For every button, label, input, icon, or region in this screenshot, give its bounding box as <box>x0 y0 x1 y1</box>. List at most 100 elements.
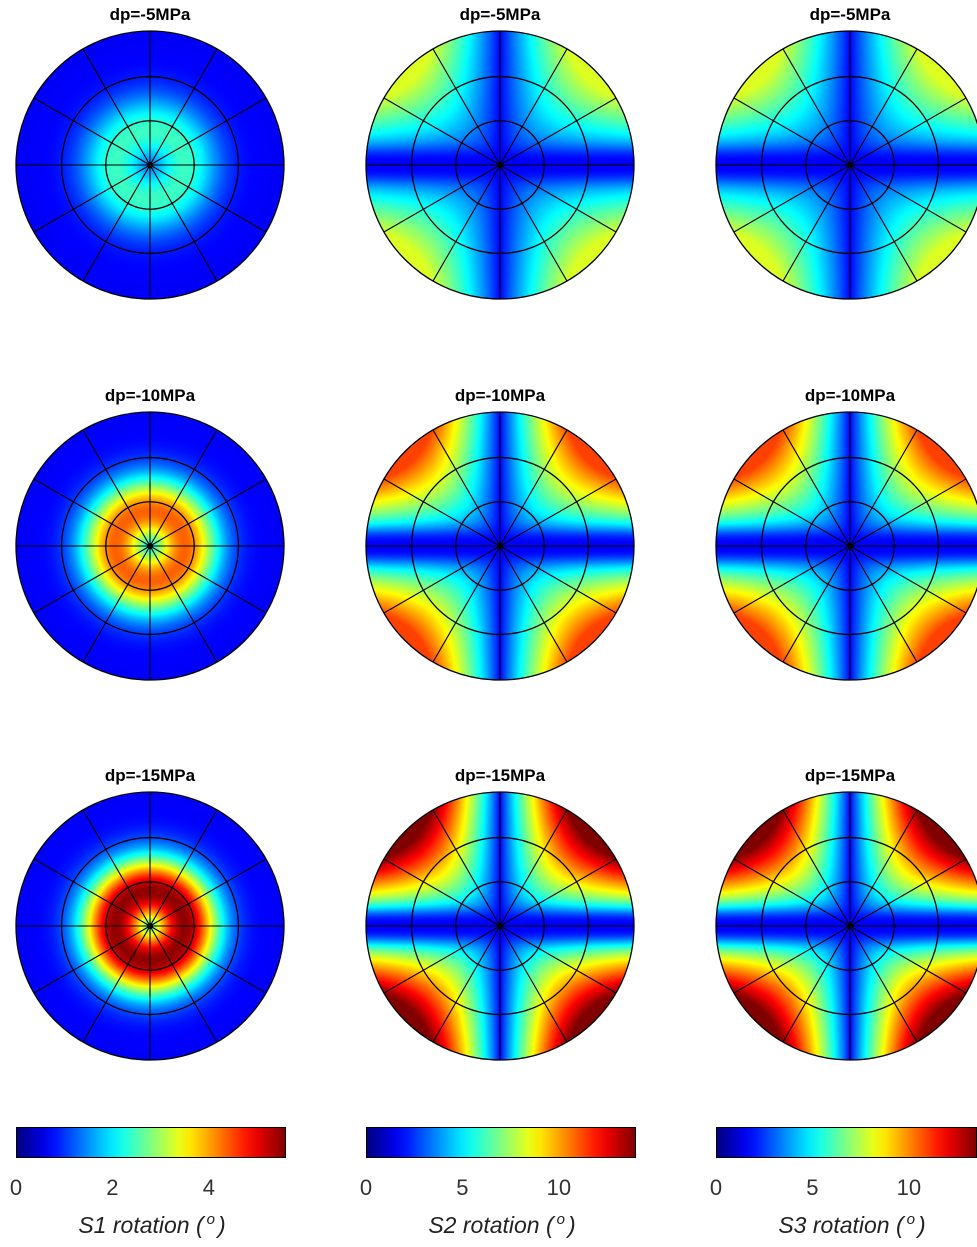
polar-grid <box>15 791 285 1061</box>
colorbar-label-text: S2 rotation ( <box>428 1212 554 1238</box>
center-point <box>847 543 853 549</box>
grid-spoke <box>499 858 617 927</box>
grid-spoke <box>33 478 151 547</box>
grid-spoke <box>499 164 568 282</box>
grid-spoke <box>849 478 967 547</box>
grid-spoke <box>33 97 151 166</box>
grid-spoke <box>849 545 967 614</box>
grid-spoke <box>733 97 851 166</box>
polar-grid <box>365 30 635 300</box>
grid-spoke <box>432 429 501 547</box>
colorbar-label-end: ) <box>217 1212 226 1238</box>
colorbar-label-text: S1 rotation ( <box>78 1212 204 1238</box>
grid-spoke <box>149 164 218 282</box>
grid-spoke <box>82 809 151 927</box>
polar-grid <box>15 411 285 681</box>
grid-spoke <box>432 164 501 282</box>
panel-title: dp=-10MPa <box>454 386 546 405</box>
grid-spoke <box>499 429 568 547</box>
grid-spoke <box>849 925 918 1043</box>
grid-spoke <box>149 545 218 663</box>
grid-spoke <box>149 164 267 233</box>
colorbar <box>716 1127 977 1158</box>
grid-spoke <box>33 925 151 994</box>
grid-spoke <box>499 97 617 166</box>
colorbar-tick-label: 4 <box>202 1175 215 1200</box>
grid-spoke <box>149 925 267 994</box>
center-point <box>147 543 153 549</box>
grid-spoke <box>849 545 918 663</box>
colorbar-label: S2 rotation (o) <box>428 1211 576 1239</box>
grid-spoke <box>733 858 851 927</box>
grid-spoke <box>849 164 967 233</box>
grid-spoke <box>149 429 218 547</box>
grid-spoke <box>383 858 501 927</box>
colorbar-tick-label: 5 <box>456 1175 469 1200</box>
center-point <box>147 923 153 929</box>
panel-title: dp=-15MPa <box>104 766 196 785</box>
grid-spoke <box>733 478 851 547</box>
grid-spoke <box>733 925 851 994</box>
grid-spoke <box>82 429 151 547</box>
grid-spoke <box>383 97 501 166</box>
grid-spoke <box>82 164 151 282</box>
colorbar-label-end: ) <box>567 1212 576 1238</box>
grid-spoke <box>149 925 218 1043</box>
center-point <box>497 923 503 929</box>
panel-title: dp=-5MPa <box>809 5 891 24</box>
colorbar-tick-label: 0 <box>709 1175 723 1200</box>
polar-grid <box>715 30 977 300</box>
panel-title: dp=-15MPa <box>804 766 896 785</box>
grid-spoke <box>849 97 967 166</box>
grid-spoke <box>149 858 267 927</box>
colorbar <box>366 1127 636 1158</box>
grid-spoke <box>383 478 501 547</box>
grid-spoke <box>849 925 967 994</box>
grid-spoke <box>432 545 501 663</box>
grid-spoke <box>383 545 501 614</box>
grid-spoke <box>849 48 918 166</box>
grid-spoke <box>82 545 151 663</box>
panel-title: dp=-5MPa <box>109 5 191 24</box>
grid-spoke <box>499 48 568 166</box>
grid-spoke <box>782 809 851 927</box>
polar-grid <box>715 411 977 681</box>
grid-spoke <box>149 809 218 927</box>
grid-spoke <box>499 925 617 994</box>
grid-spoke <box>849 858 967 927</box>
colorbar-label: S1 rotation (o) <box>78 1211 226 1239</box>
grid-spoke <box>149 545 267 614</box>
colorbar <box>16 1127 286 1158</box>
grid-spoke <box>782 545 851 663</box>
center-point <box>847 923 853 929</box>
grid-spoke <box>782 164 851 282</box>
colorbar-tick-label: 10 <box>546 1175 572 1200</box>
colorbar-label: S3 rotation (o) <box>778 1211 925 1239</box>
colorbar-tick-label: 5 <box>806 1175 819 1200</box>
grid-spoke <box>733 164 851 233</box>
grid-spoke <box>33 858 151 927</box>
polar-grid <box>365 791 635 1061</box>
grid-spoke <box>499 545 617 614</box>
panel-title: dp=-5MPa <box>459 5 541 24</box>
colorbar-tick-label: 10 <box>896 1175 922 1200</box>
grid-spoke <box>849 429 918 547</box>
center-point <box>147 162 153 168</box>
colorbar-label-text: S3 rotation ( <box>778 1212 904 1238</box>
grid-spoke <box>499 478 617 547</box>
grid-spoke <box>82 925 151 1043</box>
colorbar-tick-label: 0 <box>9 1175 23 1200</box>
colorbar-tick-label: 0 <box>359 1175 373 1200</box>
panel-title: dp=-10MPa <box>804 386 896 405</box>
degree-unit-superscript: o <box>556 1211 565 1228</box>
grid-spoke <box>849 809 918 927</box>
grid-spoke <box>33 164 151 233</box>
grid-spoke <box>849 164 918 282</box>
grid-spoke <box>149 48 218 166</box>
grid-spoke <box>432 809 501 927</box>
panel-title: dp=-15MPa <box>454 766 546 785</box>
center-point <box>497 162 503 168</box>
grid-spoke <box>432 48 501 166</box>
panel-title: dp=-10MPa <box>104 386 196 405</box>
grid-spoke <box>383 164 501 233</box>
